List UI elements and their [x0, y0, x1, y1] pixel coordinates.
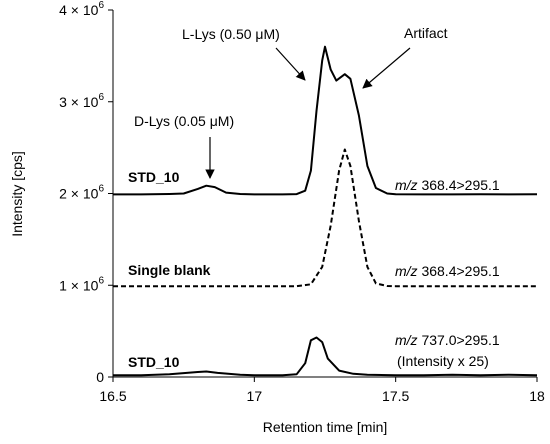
d-lys-annotation: D-Lys (0.05 μM) [134, 113, 234, 129]
series-label-std10-bottom: STD_10 [128, 354, 180, 370]
y-tick-label: 4 × 106 [59, 0, 104, 18]
transition-label-3: m/z 737.0>295.1 [395, 332, 500, 348]
mz-prefix-2: m/z [395, 263, 418, 279]
trace-group [113, 45, 538, 377]
transition-label-1: m/z 368.4>295.1 [395, 177, 500, 193]
y-tick-label: 3 × 106 [59, 92, 104, 110]
x-axis-title: Retention time [min] [263, 419, 388, 435]
trace-std10-737 [113, 336, 538, 377]
intensity-note: (Intensity x 25) [397, 353, 489, 369]
y-tick-mantissa: 2 × 10 [59, 186, 99, 202]
y-tick-mantissa: 4 × 10 [59, 2, 99, 18]
l-lys-annotation: L-Lys (0.50 μM) [182, 26, 280, 42]
y-tick-mantissa: 1 × 10 [59, 277, 99, 293]
y-axis-title: Intensity [cps] [9, 151, 25, 237]
y-tick-mantissa: 3 × 10 [59, 94, 99, 110]
series-label-std10-top: STD_10 [128, 169, 180, 185]
x-tick-label: 16.5 [99, 388, 126, 404]
y-tick-exponent: 6 [98, 275, 104, 286]
y-tick-exponent: 6 [98, 184, 104, 195]
series-label-single-blank: Single blank [128, 262, 211, 278]
trace-std10-368 [113, 45, 538, 196]
artifact-arrow [362, 47, 411, 89]
transition-value-2: 368.4>295.1 [418, 263, 500, 279]
y-tick-exponent: 6 [98, 0, 104, 11]
trace-single-blank-368 [113, 148, 537, 288]
x-tick-group: 16.5 17 17.5 18 [99, 377, 545, 404]
y-tick-label: 1 × 106 [59, 275, 104, 293]
y-tick-label: 2 × 106 [59, 184, 104, 202]
y-tick-label: 0 [96, 369, 104, 385]
x-tick-label: 17 [247, 388, 263, 404]
transition-label-2: m/z 368.4>295.1 [395, 263, 500, 279]
artifact-annotation: Artifact [404, 25, 448, 41]
transition-value-3: 737.0>295.1 [418, 332, 500, 348]
mz-prefix-3: m/z [395, 332, 418, 348]
y-tick-exponent: 6 [98, 92, 104, 103]
transition-value-1: 368.4>295.1 [418, 177, 500, 193]
mz-prefix-1: m/z [395, 177, 418, 193]
x-tick-label: 18 [529, 388, 545, 404]
l-lys-arrow [275, 47, 306, 81]
x-tick-label: 17.5 [382, 388, 409, 404]
